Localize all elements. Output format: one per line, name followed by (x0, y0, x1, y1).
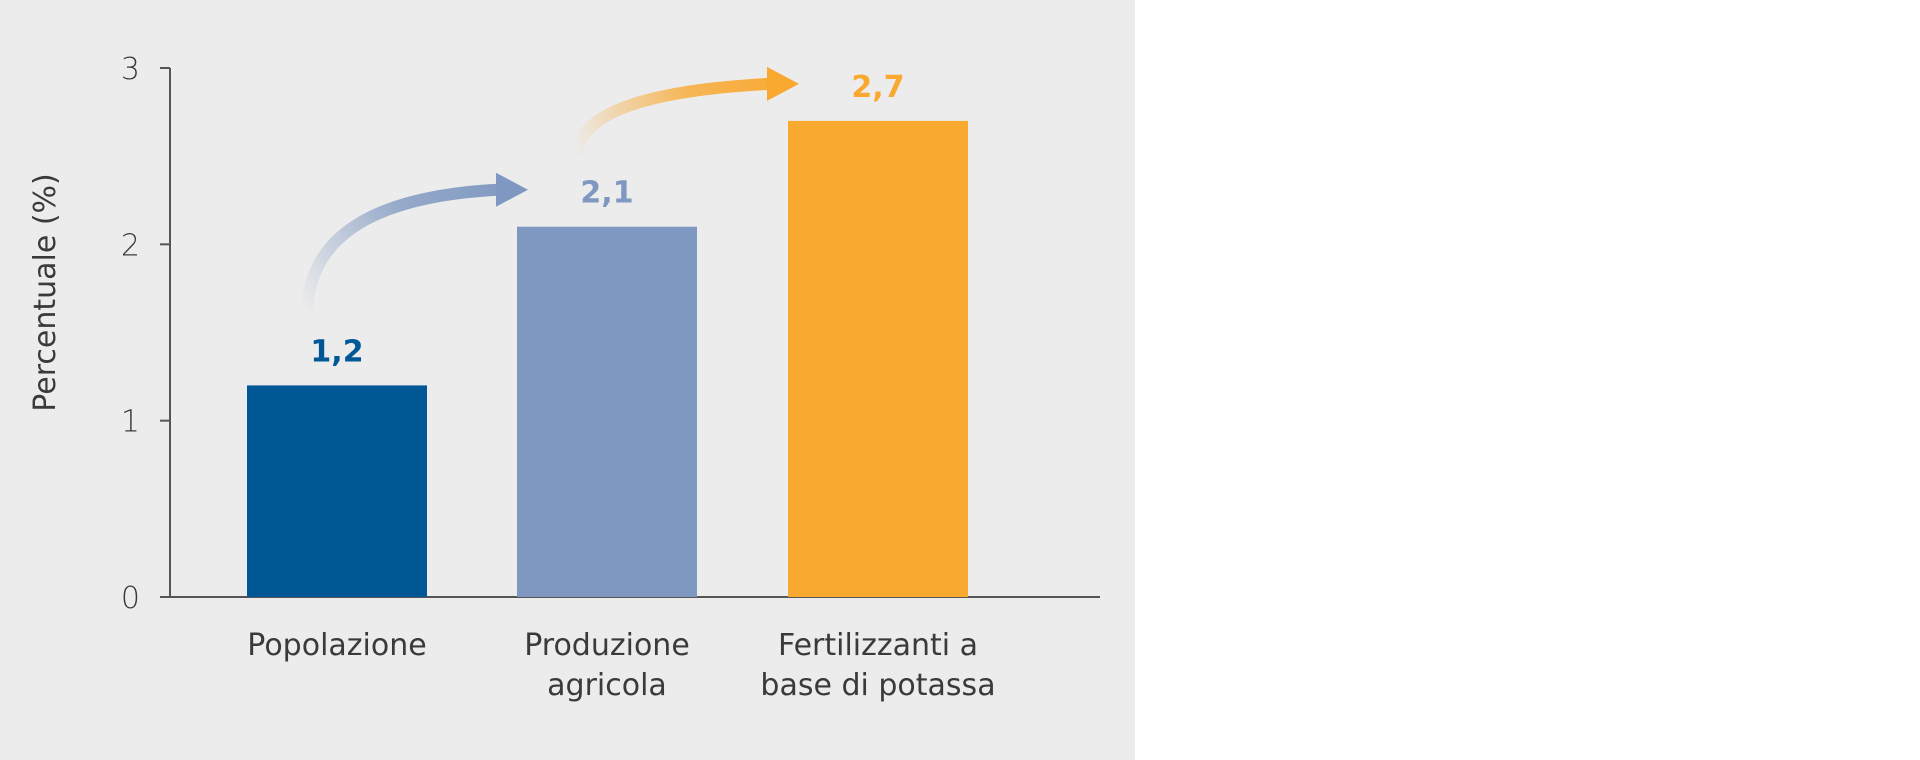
category-label-3: Fertilizzanti a base di potassa (760, 628, 995, 703)
y-tick-label: 1 (121, 405, 140, 440)
arrow-2-head (767, 66, 799, 101)
value-label-2: 2,1 (580, 176, 633, 211)
category-line: base di potassa (760, 668, 995, 703)
category-line: Popolazione (247, 628, 426, 663)
arrow-2-shaft (571, 77, 770, 158)
value-label-3: 2,7 (851, 70, 904, 105)
category-line: Fertilizzanti a (778, 628, 978, 663)
y-axis-label: Percentuale (%) (28, 173, 63, 412)
category-label-1: Popolazione (247, 628, 426, 663)
labels: 1,2 Popolazione 2,1 Produzione agricola 2,7 Fe… (247, 70, 995, 703)
arrows (301, 66, 799, 316)
y-tick-label: 3 (121, 52, 140, 87)
bars (247, 120, 968, 598)
category-line: Produzione (524, 628, 690, 663)
arrow-1-shaft (301, 183, 499, 316)
category-line: agricola (547, 668, 667, 703)
bar-1 (247, 385, 427, 597)
y-tick-label: 0 (121, 581, 140, 616)
category-label-2: Produzione agricola (524, 628, 690, 703)
bar-3 (788, 120, 968, 598)
y-tick-label: 2 (121, 228, 140, 263)
chart-panel: 0 1 2 3 Percentuale (%) 1,2 Popolazione 2,1 Pro… (0, 0, 1135, 760)
bar-2 (517, 226, 697, 597)
value-label-1: 1,2 (310, 334, 363, 369)
arrow-1-head (496, 172, 528, 207)
bar-chart: 0 1 2 3 Percentuale (%) 1,2 Popolazione 2,1 Pro… (28, 52, 1100, 703)
